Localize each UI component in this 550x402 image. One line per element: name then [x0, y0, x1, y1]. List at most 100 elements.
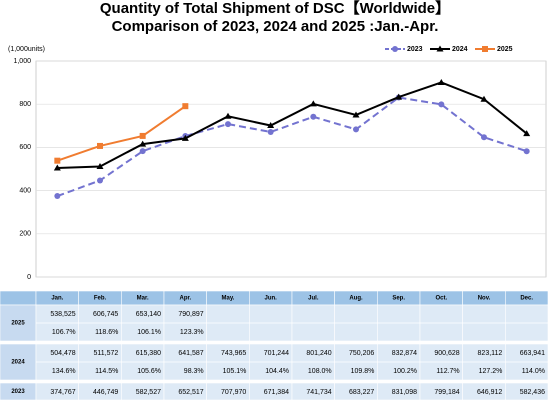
marker — [139, 140, 147, 147]
table-value: 707,970 — [221, 389, 246, 396]
table-cell-bg — [0, 304, 37, 342]
table-value: 641,587 — [178, 350, 203, 357]
table-header: Sep. — [392, 296, 405, 302]
table-header: Feb. — [94, 296, 107, 302]
table-header: May. — [222, 296, 235, 302]
chart-subtitle: Comparison of 2023, 2024 and 2025 :Jan.-… — [112, 18, 439, 35]
table-year: 2024 — [11, 360, 25, 366]
table-value: 801,240 — [306, 350, 331, 357]
marker — [523, 130, 531, 137]
marker — [182, 103, 189, 110]
y-unit: (1,000units) — [8, 46, 45, 53]
table-value: 652,517 — [178, 389, 203, 396]
table-growth: 108.0% — [308, 368, 332, 375]
marker — [480, 95, 488, 102]
table-value: 683,227 — [349, 389, 374, 396]
marker — [392, 46, 398, 52]
legend-label: 2024 — [452, 46, 468, 53]
table-growth: 134.6% — [52, 368, 76, 375]
table-value: 582,436 — [520, 389, 545, 396]
table-value: 663,941 — [520, 350, 545, 357]
table-value: 799,184 — [434, 389, 459, 396]
table-cell-bg — [0, 290, 37, 306]
table-header: Nov. — [478, 296, 491, 302]
marker — [395, 93, 403, 100]
table-header: Mar. — [137, 296, 149, 302]
table-growth: 104.4% — [265, 368, 289, 375]
table-growth: 112.7% — [436, 368, 459, 375]
marker — [139, 132, 146, 139]
chart-title: Quantity of Total Shipment of DSC【Worldw… — [100, 0, 450, 17]
y-tick-label: 0 — [27, 274, 31, 281]
marker — [353, 126, 359, 133]
table-cell-bg — [505, 382, 549, 401]
marker — [97, 142, 103, 149]
series-line — [56, 96, 527, 197]
table-growth: 114.0% — [522, 368, 545, 375]
marker — [310, 113, 317, 120]
marker — [309, 100, 317, 107]
marker — [97, 177, 103, 184]
table-value: 646,912 — [477, 389, 502, 396]
table-year: 2023 — [11, 389, 25, 395]
table-year: 2025 — [11, 321, 25, 327]
marker — [481, 134, 487, 141]
table-value: 582,527 — [136, 389, 161, 396]
marker — [54, 193, 61, 200]
table-growth: 118.6% — [95, 329, 118, 336]
marker — [523, 148, 530, 155]
marker — [181, 134, 189, 141]
table-value: 831,098 — [392, 389, 417, 396]
table-value: 446,749 — [93, 389, 118, 396]
marker — [437, 78, 445, 85]
marker — [54, 157, 61, 164]
marker — [224, 112, 232, 119]
table-growth: 106.1% — [137, 329, 161, 336]
table-growth: 127.2% — [479, 368, 503, 375]
table-growth: 106.7% — [52, 329, 76, 336]
table-value: 701,244 — [264, 350, 289, 357]
table-growth: 123.3% — [180, 329, 204, 336]
y-tick-label: 800 — [19, 101, 31, 108]
marker — [267, 122, 275, 129]
table-growth: 109.8% — [351, 368, 375, 375]
table-value: 511,572 — [94, 350, 119, 357]
series-line — [57, 105, 186, 162]
marker — [352, 111, 360, 118]
table-value: 671,384 — [264, 389, 289, 396]
table-value: 823,112 — [478, 350, 503, 357]
y-tick-label: 600 — [19, 144, 31, 151]
table-header: Jul. — [308, 296, 319, 302]
table-value: 606,745 — [93, 311, 118, 318]
table-growth: 105.1% — [223, 368, 247, 375]
table-growth: 98.3% — [184, 368, 204, 375]
marker — [225, 121, 231, 128]
table-header: Aug. — [349, 296, 363, 302]
table-value: 653,140 — [136, 311, 161, 318]
table-value: 790,897 — [178, 311, 203, 318]
legend-label: 2025 — [497, 46, 513, 53]
marker — [139, 148, 146, 155]
table-value: 374,767 — [50, 389, 75, 396]
table-header: Dec. — [520, 296, 533, 302]
marker — [438, 101, 445, 108]
table-header: Jun. — [264, 296, 277, 302]
table-value: 741,734 — [306, 389, 331, 396]
series-line — [57, 81, 528, 170]
marker — [436, 45, 444, 52]
table-header: Apr. — [179, 296, 191, 302]
table-growth: 100.2% — [393, 368, 417, 375]
marker — [267, 128, 274, 135]
legend-label: 2023 — [407, 46, 423, 53]
y-tick-label: 400 — [19, 187, 31, 194]
table-header: Jan. — [51, 296, 63, 302]
table-growth: 114.5% — [95, 368, 118, 375]
table-value: 900,628 — [434, 350, 459, 357]
marker — [482, 46, 488, 52]
y-tick-label: 200 — [19, 231, 31, 238]
table-value: 504,478 — [50, 350, 75, 357]
table-value: 743,965 — [221, 350, 246, 357]
marker — [96, 163, 104, 170]
table-value: 750,206 — [349, 350, 374, 357]
